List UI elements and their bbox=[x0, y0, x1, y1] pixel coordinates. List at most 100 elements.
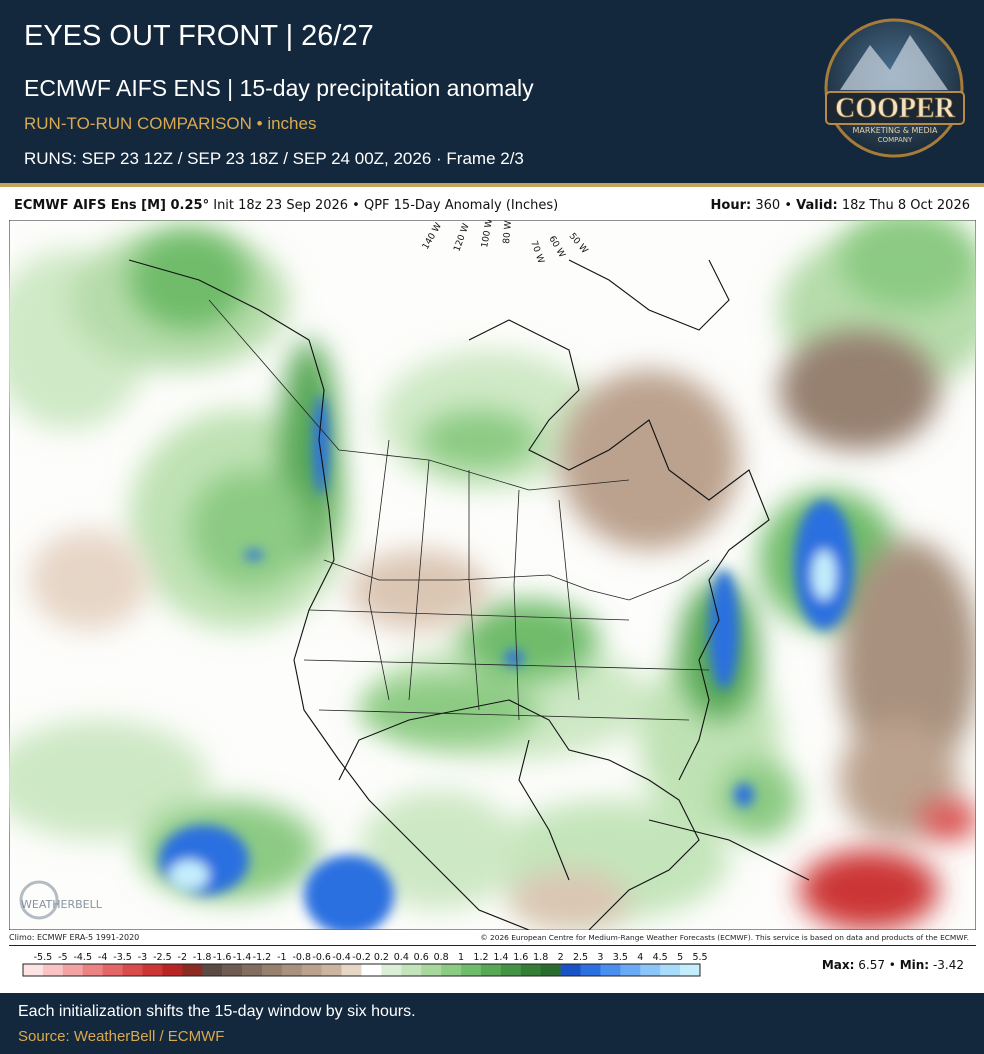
hour-label: Hour: bbox=[710, 198, 752, 213]
colorbar-label: 5 bbox=[677, 952, 683, 963]
colorbar-swatch bbox=[480, 964, 502, 976]
red bbox=[799, 800, 976, 930]
colorbar-swatch bbox=[461, 964, 482, 976]
colorbar-swatch bbox=[600, 964, 621, 976]
separator: • bbox=[784, 198, 793, 213]
header: EYES OUT FRONT | 26/27 ECMWF AIFS ENS | … bbox=[0, 0, 984, 183]
footer: Each initialization shifts the 15-day wi… bbox=[0, 993, 984, 1054]
colorbar-swatch bbox=[301, 964, 322, 976]
colorbar-swatch bbox=[82, 964, 103, 976]
colorbar-label: 1 bbox=[458, 952, 464, 963]
colorbar-label: -0.8 bbox=[292, 952, 311, 963]
colorbar-swatch bbox=[321, 964, 342, 976]
colorbar-label: 0.2 bbox=[374, 952, 389, 963]
colorbar-swatch bbox=[102, 964, 123, 976]
colorbar-swatch bbox=[540, 964, 561, 976]
colorbar-label: -1.4 bbox=[233, 952, 252, 963]
logo-name: COOPER bbox=[835, 93, 956, 124]
colorbar-swatch bbox=[222, 964, 243, 976]
colorbar-label: 1.8 bbox=[533, 952, 548, 963]
max: 6.57 bbox=[858, 958, 885, 972]
colorbar-swatch bbox=[520, 964, 542, 976]
colorbar-label: 0.4 bbox=[394, 952, 409, 963]
model: ECMWF AIFS Ens [M] 0.25° bbox=[14, 198, 210, 213]
subtitle: ECMWF AIFS ENS | 15-day precipitation an… bbox=[24, 75, 534, 101]
colorbar-swatch bbox=[261, 964, 283, 976]
colorbar-label: -3.5 bbox=[113, 952, 132, 963]
colorbar-swatch bbox=[182, 964, 203, 976]
colorbar-label: -3 bbox=[138, 952, 147, 963]
colorbar-label: 2 bbox=[558, 952, 564, 963]
colorbar-swatch bbox=[620, 964, 641, 976]
colorbar-label: -4 bbox=[98, 952, 107, 963]
divider bbox=[0, 183, 984, 187]
colorbar-label: 1.2 bbox=[473, 952, 488, 963]
borders bbox=[208, 299, 710, 721]
colorbar-label: -0.6 bbox=[312, 952, 331, 963]
colorbar-label: -0.2 bbox=[352, 952, 371, 963]
colorbar-swatch bbox=[242, 964, 263, 976]
logo-mountains bbox=[840, 35, 948, 90]
colorbar-swatch bbox=[361, 964, 382, 976]
colorbar-label: -2.5 bbox=[153, 952, 172, 963]
colorbar-swatch bbox=[560, 964, 581, 976]
anomaly-field bbox=[9, 220, 976, 930]
max-min: Max: 6.57 • Min: -3.42 bbox=[822, 958, 964, 972]
colorbar-swatch bbox=[202, 964, 223, 976]
max-label: Max: bbox=[821, 958, 855, 972]
watermark-icon bbox=[19, 880, 59, 920]
colorbar-label: -1.6 bbox=[213, 952, 232, 963]
colorbar-swatch bbox=[341, 964, 362, 976]
colorbar-swatch bbox=[660, 964, 681, 976]
blue bbox=[159, 395, 854, 930]
colorbar-swatch bbox=[680, 964, 701, 976]
colorbar: -5.5 -5 -4.5 -4 -3.5 -3 -2.5 -2 -1.8 -1.6 -1.4 -1.2… bbox=[22, 952, 708, 977]
separator: • bbox=[888, 958, 896, 972]
colorbar-swatch bbox=[500, 964, 522, 976]
logo: COOPER MARKETING & MEDIA COMPANY bbox=[824, 18, 965, 158]
colorbar-label: 3 bbox=[597, 952, 603, 963]
colorbar-label: 1.4 bbox=[493, 952, 508, 963]
min: -3.42 bbox=[932, 958, 964, 972]
brown bbox=[29, 330, 976, 930]
watermark: WEATHERBELL bbox=[21, 898, 103, 911]
valid: 18z Thu 8 Oct 2026 bbox=[841, 198, 970, 213]
copyright: © 2026 European Centre for Medium-Range … bbox=[480, 933, 969, 942]
map: 140 W 120 W 100 W 80 W70 W 60 W 50 W WEATHERB… bbox=[9, 220, 976, 930]
colorbar-label: -0.4 bbox=[332, 952, 351, 963]
title: EYES OUT FRONT | 26/27 bbox=[24, 20, 374, 52]
colorbar-swatch bbox=[640, 964, 661, 976]
colorbar-label: 0.8 bbox=[434, 952, 449, 963]
min-label: Min: bbox=[899, 958, 930, 972]
source: Source: WeatherBell / ECMWF bbox=[18, 1028, 225, 1045]
colorbar-swatch bbox=[142, 964, 163, 976]
colorbar-swatch bbox=[23, 964, 44, 976]
logo-line1: MARKETING & MEDIA bbox=[853, 126, 938, 135]
note: Each initialization shifts the 15-day wi… bbox=[18, 1003, 416, 1020]
logo-line2: COMPANY bbox=[878, 136, 913, 144]
colorbar-label: -5 bbox=[58, 952, 67, 963]
rule bbox=[9, 945, 976, 946]
map-header-right: Hour: 360 • Valid: 18z Thu 8 Oct 2026 bbox=[711, 198, 970, 213]
colorbar-swatch bbox=[441, 964, 462, 976]
colorbar-swatch bbox=[122, 964, 143, 976]
colorbar-label: 2.5 bbox=[573, 952, 588, 963]
tag: RUN-TO-RUN COMPARISON • inches bbox=[24, 114, 317, 133]
colorbar-label: 1.6 bbox=[513, 952, 528, 963]
climo: Climo: ECMWF ERA-5 1991-2020 bbox=[9, 933, 140, 942]
colorbar-swatch bbox=[62, 964, 84, 976]
colorbar-label: 3.5 bbox=[613, 952, 628, 963]
longitude-label: 80 W bbox=[502, 220, 514, 244]
valid-label: Valid: bbox=[796, 198, 838, 213]
description: Init 18z 23 Sep 2026 • QPF 15-Day Anomal… bbox=[213, 198, 559, 213]
colorbar-swatch bbox=[162, 964, 183, 976]
colorbar-label: -4.5 bbox=[73, 952, 92, 963]
hour: 360 bbox=[755, 198, 781, 213]
colorbar-swatch bbox=[42, 964, 64, 976]
colorbar-label: -1 bbox=[277, 952, 286, 963]
colorbar-label: -5.5 bbox=[34, 952, 53, 963]
colorbar-label: 4 bbox=[637, 952, 643, 963]
colorbar-label: -1.2 bbox=[253, 952, 272, 963]
colorbar-swatch bbox=[421, 964, 442, 976]
